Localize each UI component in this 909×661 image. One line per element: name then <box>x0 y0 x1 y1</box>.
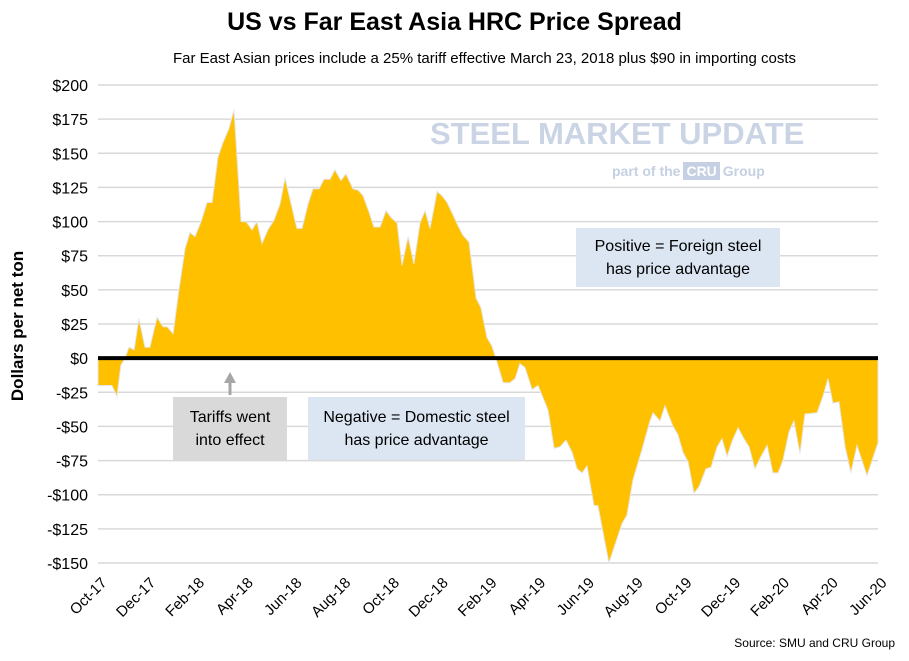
watermark-tagline: part of the CRU Group <box>612 162 765 180</box>
y-tick-label: $150 <box>52 146 88 163</box>
x-tick-label: Dec-18 <box>406 574 452 620</box>
y-tick-label: $0 <box>70 351 88 368</box>
negative-line1: Negative = Domestic steel <box>323 408 510 426</box>
x-tick-label: Oct-18 <box>359 574 403 618</box>
x-axis-ticks: Oct-17 Dec-17 Feb-18 Apr-18 Jun-18 Aug-18 Oct-… <box>67 574 891 620</box>
y-tick-label: $75 <box>61 249 88 266</box>
area-fill <box>97 109 879 565</box>
y-tick-label: $200 <box>52 78 88 95</box>
y-tick-label: -$100 <box>47 488 88 505</box>
watermark-logo: STEEL MARKET UPDATE <box>430 116 804 152</box>
watermark-tagline-post: Group <box>722 163 765 179</box>
chart-title: US vs Far East Asia HRC Price Spread <box>227 8 682 36</box>
y-tick-label: $100 <box>52 215 88 232</box>
watermark-cru: CRU <box>683 162 720 180</box>
y-tick-label: -$150 <box>47 556 88 573</box>
positive-line2: has price advantage <box>605 260 751 278</box>
y-tick-label: $25 <box>61 317 88 334</box>
x-tick-label: Jun-19 <box>554 574 598 618</box>
y-tick-label: -$125 <box>47 522 88 539</box>
x-tick-label: Apr-18 <box>213 574 257 618</box>
watermark-brand: STEEL MARKET UPDATE <box>430 116 805 151</box>
y-tick-label: -$25 <box>56 385 88 402</box>
y-tick-label: -$75 <box>56 454 88 471</box>
x-tick-label: Feb-18 <box>162 574 208 620</box>
y-tick-label: $125 <box>52 180 88 197</box>
negative-annotation: Negative = Domestic steel has price advan… <box>308 397 525 460</box>
area-series <box>97 109 879 565</box>
source-note: Source: SMU and CRU Group <box>734 636 895 650</box>
x-tick-label: Apr-19 <box>505 574 549 618</box>
x-tick-label: Oct-17 <box>67 574 111 618</box>
chart-subtitle: Far East Asian prices include a 25% tari… <box>172 50 797 67</box>
y-tick-label: $175 <box>52 112 88 129</box>
y-axis-ticks: $200 $175 $150 $125 $100 $75 $50 $25 $0 -$25 -$50 -… <box>47 78 88 573</box>
x-tick-label: Dec-19 <box>698 574 744 620</box>
x-tick-label: Aug-19 <box>601 574 647 620</box>
tariff-annotation: Tariffs went into effect <box>173 397 287 460</box>
x-tick-label: Oct-19 <box>652 574 696 618</box>
positive-line1: Positive = Foreign steel <box>594 237 762 255</box>
negative-line2: has price advantage <box>344 431 489 449</box>
x-tick-label: Jun-18 <box>261 574 305 618</box>
positive-annotation: Positive = Foreign steel has price advant… <box>576 228 780 287</box>
tariff-line2: into effect <box>195 431 265 449</box>
tariff-line1: Tariffs went <box>189 408 271 426</box>
x-tick-label: Feb-20 <box>747 574 793 620</box>
x-tick-label: Jun-20 <box>846 574 890 618</box>
y-tick-label: $50 <box>61 283 88 300</box>
x-tick-label: Dec-17 <box>113 574 159 620</box>
x-tick-label: Aug-18 <box>308 574 354 620</box>
y-tick-label: -$50 <box>56 419 88 436</box>
watermark-tagline-pre: part of the <box>612 163 681 179</box>
tariff-arrow-icon <box>224 372 236 395</box>
x-tick-label: Apr-20 <box>798 574 842 618</box>
x-tick-label: Feb-19 <box>455 574 501 620</box>
y-axis-label: Dollars per net ton <box>8 250 27 402</box>
